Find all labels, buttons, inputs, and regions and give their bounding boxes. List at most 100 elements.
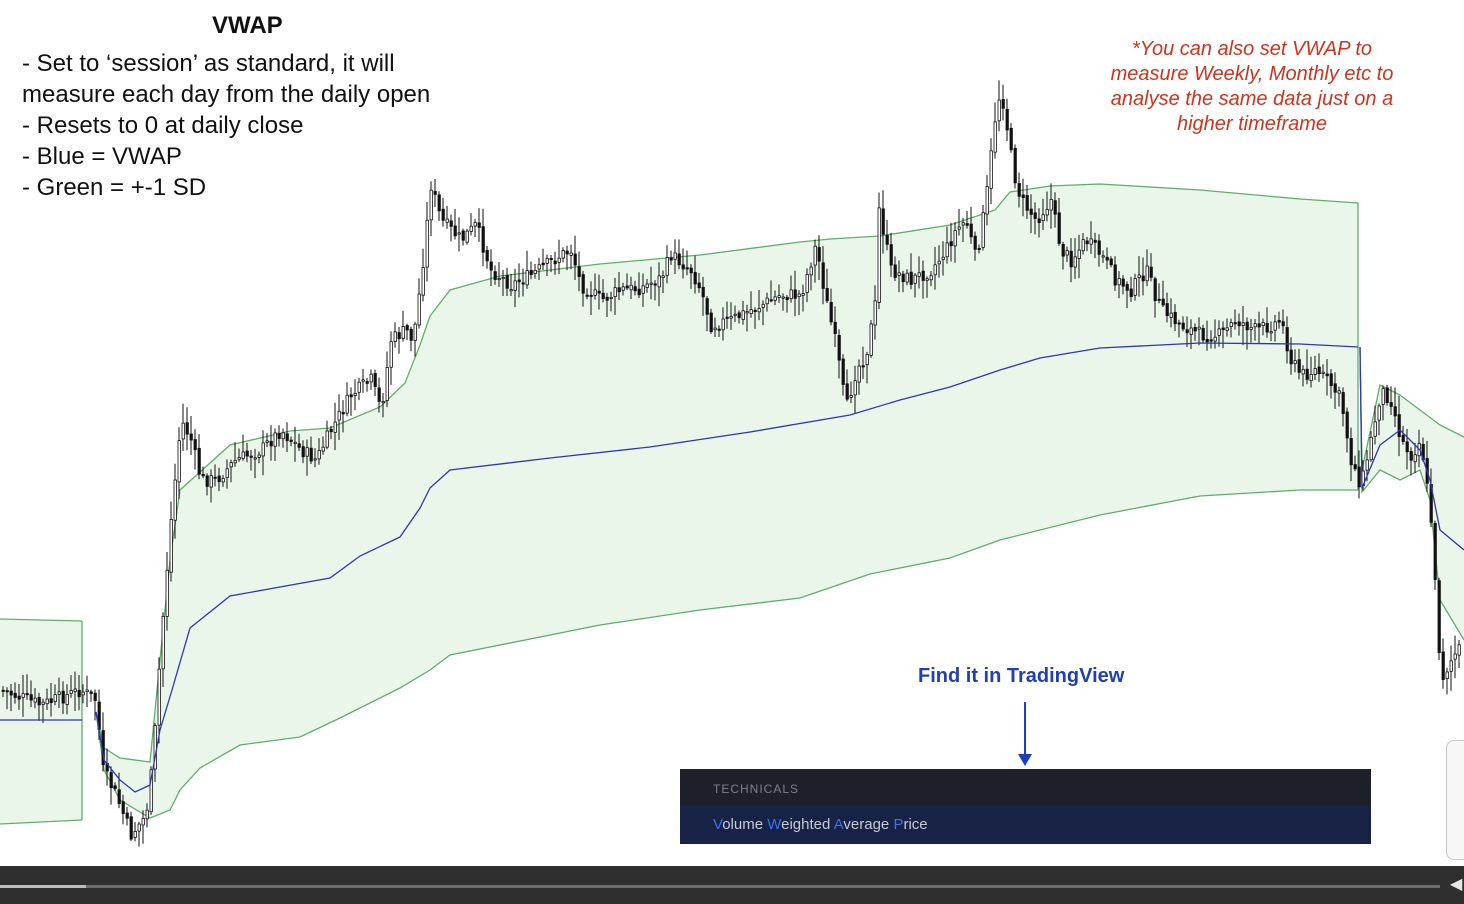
candle bbox=[285, 422, 289, 453]
indicator-item-label: Volume Weighted Average Price bbox=[713, 816, 928, 833]
progress-bar[interactable] bbox=[0, 885, 1440, 888]
candle-body bbox=[697, 282, 701, 289]
candle bbox=[837, 329, 841, 379]
candle-body bbox=[401, 326, 405, 339]
candle-body bbox=[733, 313, 737, 316]
candle bbox=[989, 138, 993, 205]
candle bbox=[1349, 427, 1353, 482]
candle-body bbox=[357, 381, 361, 393]
label-word: eighted bbox=[781, 816, 834, 833]
candle bbox=[1269, 321, 1273, 342]
candle bbox=[1017, 172, 1021, 208]
candle bbox=[537, 257, 541, 280]
candle-body bbox=[25, 693, 29, 696]
candle bbox=[1317, 353, 1321, 382]
candle-body bbox=[845, 383, 849, 400]
candle-body bbox=[1261, 322, 1265, 327]
candle-body bbox=[941, 256, 945, 260]
side-panel-handle[interactable] bbox=[1446, 740, 1464, 860]
candle-body bbox=[89, 691, 93, 694]
candle bbox=[581, 270, 585, 307]
candle-body bbox=[465, 230, 469, 243]
candle-body bbox=[349, 394, 353, 398]
candle-body bbox=[577, 266, 581, 277]
candle bbox=[629, 276, 633, 300]
candle-body bbox=[1205, 338, 1209, 343]
indicator-item-vwap[interactable]: Volume Weighted Average Price bbox=[680, 806, 1371, 844]
candle-body bbox=[389, 341, 393, 368]
candle bbox=[429, 181, 433, 237]
candle-body bbox=[1289, 349, 1293, 365]
candle bbox=[781, 293, 785, 311]
candle-body bbox=[1049, 198, 1053, 211]
candle bbox=[1449, 645, 1453, 691]
candle bbox=[937, 245, 941, 278]
candle-body bbox=[957, 226, 961, 230]
candle-body bbox=[1373, 421, 1377, 437]
candle bbox=[377, 377, 381, 413]
candle-body bbox=[341, 411, 345, 415]
candle bbox=[489, 249, 493, 286]
candle bbox=[673, 239, 677, 275]
candle-body bbox=[565, 250, 569, 255]
candle-body bbox=[1281, 321, 1285, 327]
candle bbox=[437, 191, 441, 221]
candle bbox=[533, 264, 537, 279]
tradingview-indicator-panel: TECHNICALS Volume Weighted Average Price bbox=[680, 769, 1371, 844]
candle-body bbox=[69, 690, 73, 694]
candle-body bbox=[1301, 369, 1305, 375]
candle-body bbox=[1201, 328, 1205, 341]
candle-body bbox=[449, 220, 453, 227]
candle-body bbox=[1257, 323, 1261, 328]
candle-body bbox=[1117, 278, 1121, 286]
candle bbox=[1457, 639, 1461, 669]
candle-body bbox=[841, 358, 845, 385]
candle bbox=[385, 351, 389, 408]
candle-body bbox=[541, 262, 545, 266]
candle bbox=[689, 264, 693, 289]
candle-body bbox=[809, 266, 813, 276]
candle bbox=[157, 657, 161, 744]
candle bbox=[1033, 202, 1037, 235]
candle bbox=[37, 692, 41, 721]
candle bbox=[281, 428, 285, 448]
candle-body bbox=[533, 269, 537, 274]
candle bbox=[1393, 387, 1397, 428]
candle bbox=[1037, 208, 1041, 238]
candle bbox=[1409, 447, 1413, 476]
candle-body bbox=[1329, 373, 1333, 386]
candle bbox=[745, 304, 749, 332]
candle bbox=[1093, 232, 1097, 259]
candle-body bbox=[929, 275, 933, 281]
candle bbox=[213, 464, 217, 487]
candle bbox=[1265, 307, 1269, 338]
candle-body bbox=[1409, 451, 1413, 461]
candle-body bbox=[1341, 392, 1345, 414]
candle bbox=[325, 420, 329, 450]
candle-body bbox=[1225, 327, 1229, 331]
candle-body bbox=[601, 292, 605, 299]
candle bbox=[289, 436, 293, 447]
candle-body bbox=[1181, 322, 1185, 330]
candle bbox=[405, 323, 409, 341]
candle bbox=[1217, 320, 1221, 347]
candle-body bbox=[29, 694, 33, 701]
candle bbox=[365, 377, 369, 392]
vwap-line bbox=[95, 342, 1359, 793]
candle-body bbox=[1025, 195, 1029, 211]
candle-body bbox=[709, 312, 713, 333]
candle bbox=[61, 681, 65, 715]
candle bbox=[1149, 253, 1153, 282]
candle bbox=[925, 276, 929, 298]
candle-body bbox=[81, 691, 85, 696]
candle-body bbox=[549, 257, 553, 260]
candle-body bbox=[605, 296, 609, 301]
volume-icon[interactable]: ◀ bbox=[1450, 876, 1463, 893]
candle-body bbox=[509, 289, 513, 292]
candle-body bbox=[1041, 214, 1045, 222]
section-header: TECHNICALS bbox=[713, 782, 800, 796]
candle-body bbox=[625, 285, 629, 289]
candle bbox=[529, 261, 533, 280]
candle bbox=[1133, 273, 1137, 301]
candle-body bbox=[421, 267, 425, 296]
